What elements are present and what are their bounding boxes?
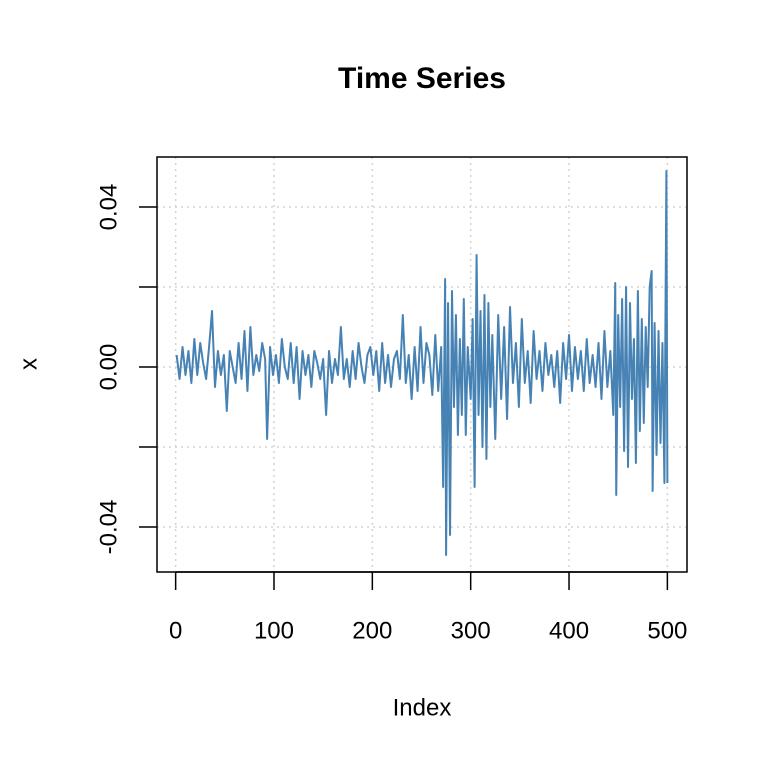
y-tick-label: 0.04	[95, 184, 122, 231]
y-tick-label: -0.04	[95, 500, 122, 555]
y-tick-label: 0.00	[95, 344, 122, 391]
x-tick-label: 0	[169, 617, 182, 644]
series-line	[175, 170, 669, 556]
x-tick-label: 400	[549, 617, 589, 644]
x-tick-label: 200	[352, 617, 392, 644]
x-tick-label: 100	[254, 617, 294, 644]
chart-title: Time Series	[338, 62, 506, 95]
axes: 0 100 200 300 400 500 -0.04 0.00 0.04	[95, 184, 687, 645]
y-axis-label: x	[15, 358, 42, 370]
x-tick-label: 500	[647, 617, 687, 644]
plot-area	[175, 170, 669, 556]
x-axis-label: Index	[393, 694, 452, 721]
x-tick-label: 300	[451, 617, 491, 644]
